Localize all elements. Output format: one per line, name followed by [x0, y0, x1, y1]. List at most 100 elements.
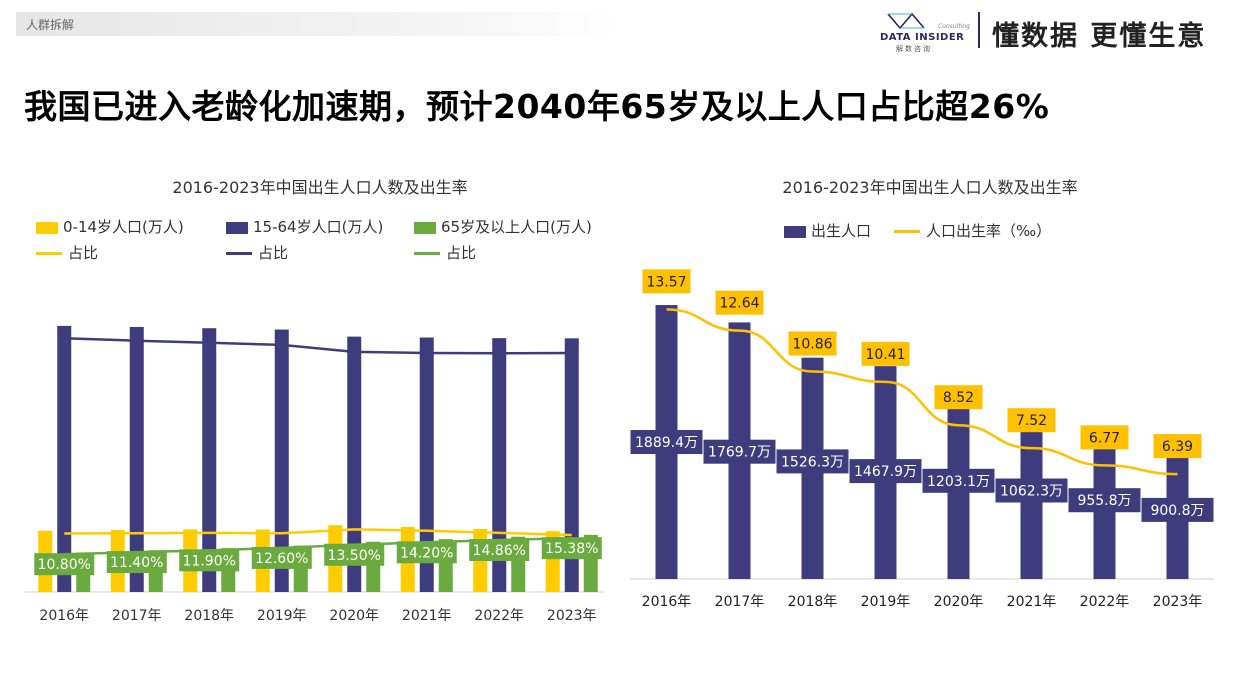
x-tick-label: 2017年	[112, 608, 162, 624]
legend-swatch	[36, 221, 58, 234]
legend-label: 占比	[258, 244, 289, 262]
rate-label-box	[715, 290, 764, 315]
data-label: 10.80%	[38, 557, 91, 573]
rate-label-box	[642, 269, 691, 294]
ratio-line-4	[64, 337, 572, 355]
x-tick-label: 2020年	[329, 608, 379, 624]
rate-label: 6.39	[1162, 439, 1193, 455]
logo-brand: DATA INSIDER	[880, 32, 965, 43]
legend-item-ratio-green: 占比	[414, 244, 476, 262]
birth-label-box	[849, 459, 922, 484]
x-tick-label: 2016年	[642, 594, 692, 610]
legend-swatch	[226, 221, 248, 234]
legend-swatch	[226, 252, 252, 255]
x-tick-label: 2023年	[1153, 594, 1203, 610]
data-label-box	[34, 553, 95, 576]
birth-label: 1526.3万	[781, 454, 844, 470]
birth-label: 1889.4万	[635, 435, 698, 451]
birth-label: 900.8万	[1150, 503, 1204, 519]
data-label-box	[324, 543, 385, 566]
x-tick-label: 2017年	[715, 594, 765, 610]
chart2-title: 2016-2023年中国出生人口人数及出生率	[782, 178, 1078, 197]
legend-item-0-14: 0-14岁人口(万人)	[36, 218, 184, 236]
ratio-line-3	[64, 528, 572, 537]
rate-label: 10.86	[792, 337, 832, 353]
rate-label-box	[934, 385, 983, 410]
bar-1-0	[57, 325, 72, 592]
birth-label: 955.8万	[1077, 493, 1131, 509]
birth-label: 1062.3万	[1000, 484, 1063, 500]
header-divider	[978, 12, 980, 48]
birth-label-box	[922, 468, 995, 493]
legend-label: 占比	[68, 244, 99, 262]
rate-label-box	[1080, 425, 1129, 450]
bar-1-4	[347, 336, 362, 592]
slogan: 懂数据 更懂生意	[992, 21, 1207, 52]
x-tick-label: 2021年	[1007, 594, 1057, 610]
rate-label-box	[1007, 408, 1056, 433]
page-headline: 我国已进入老龄化加速期，预计2040年65岁及以上人口占比超26%	[24, 87, 1050, 126]
rate-label: 6.77	[1089, 430, 1120, 446]
data-label: 11.90%	[183, 553, 236, 569]
birth-label: 1769.7万	[708, 445, 771, 461]
logo-brand-cn: 解数咨询	[896, 45, 932, 53]
birth-label: 1467.9万	[854, 464, 917, 480]
birth-label-box	[995, 478, 1068, 503]
legend-item-births: 出生人口	[784, 222, 871, 240]
legend-item-ratio-yellow: 占比	[36, 244, 98, 262]
legend-swatch	[894, 230, 920, 233]
rate-label-box	[1153, 434, 1202, 459]
legend-label: 0-14岁人口(万人)	[63, 218, 184, 236]
data-label-box	[469, 538, 530, 561]
data-label: 14.86%	[473, 543, 526, 559]
legend-item-ratio-navy: 占比	[226, 244, 288, 262]
x-tick-label: 2016年	[39, 608, 89, 624]
legend-label: 15-64岁人口(万人)	[253, 218, 384, 236]
birth-label: 1203.1万	[927, 474, 990, 490]
legend-swatch	[784, 225, 806, 238]
x-tick-label: 2022年	[474, 608, 524, 624]
data-label: 15.38%	[545, 541, 598, 557]
x-tick-label: 2018年	[184, 608, 234, 624]
x-tick-label: 2021年	[402, 608, 452, 624]
logo-mark-icon	[887, 12, 925, 30]
rate-label: 13.57	[646, 274, 686, 290]
bar-1-7	[564, 338, 579, 592]
legend-swatch	[414, 221, 436, 234]
birth-label-box	[776, 449, 849, 474]
legend-item-birthrate: 人口出生率（‰）	[894, 222, 1051, 240]
x-tick-label: 2022年	[1080, 594, 1130, 610]
company-logo: Consulting DATA INSIDER 解数咨询	[880, 10, 975, 53]
birth-label-box	[1141, 497, 1214, 522]
rate-label: 7.52	[1016, 413, 1047, 429]
bar-1-6	[492, 338, 507, 592]
data-label: 12.60%	[255, 551, 308, 567]
birth-label-box	[703, 439, 776, 464]
rate-label: 8.52	[943, 390, 974, 406]
legend-swatch	[36, 252, 62, 255]
data-label-box	[541, 537, 602, 560]
birth-label-box	[630, 430, 703, 454]
legend-swatch	[414, 252, 440, 255]
data-label-box	[106, 551, 167, 574]
legend-label: 出生人口	[811, 222, 872, 240]
legend-item-15-64: 15-64岁人口(万人)	[226, 218, 383, 236]
chart1-title: 2016-2023年中国出生人口人数及出生率	[172, 178, 468, 197]
section-tag: 人群拆解	[26, 18, 75, 32]
legend-label: 65岁及以上人口(万人)	[441, 218, 592, 236]
legend-item-65plus: 65岁及以上人口(万人)	[414, 218, 592, 236]
data-label-box	[251, 546, 312, 569]
rate-label-box	[788, 331, 837, 356]
x-tick-label: 2019年	[257, 608, 307, 624]
data-label: 14.20%	[400, 545, 453, 561]
bar-1-5	[419, 337, 434, 592]
x-tick-label: 2020年	[934, 594, 984, 610]
data-label-box	[396, 541, 457, 564]
legend-label: 占比	[446, 244, 477, 262]
x-tick-label: 2018年	[788, 594, 838, 610]
data-label: 13.50%	[328, 548, 381, 564]
rate-label: 12.64	[719, 296, 759, 312]
x-tick-label: 2019年	[861, 594, 911, 610]
